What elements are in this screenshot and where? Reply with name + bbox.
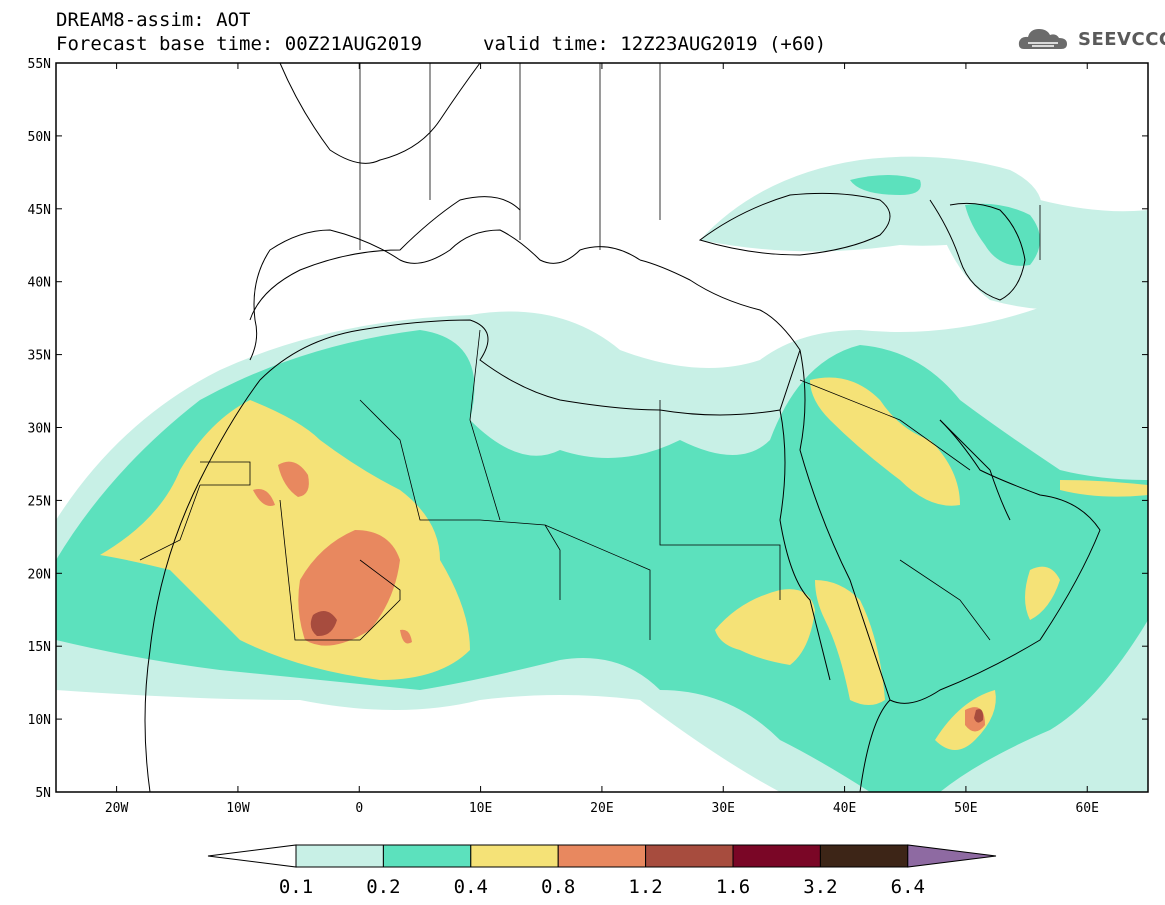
- lat-label: 45N: [28, 203, 51, 218]
- colorbar-label: 1.2: [628, 876, 662, 898]
- aot-field: [56, 156, 1148, 792]
- colorbar-label: 0.4: [454, 876, 488, 898]
- lon-label: 20W: [105, 801, 129, 816]
- colorbar-label: 3.2: [803, 876, 837, 898]
- lon-label: 0: [355, 801, 363, 816]
- longitude-labels: 20W 10W 0 10E 20E 30E 40E 50E 60E: [105, 63, 1099, 816]
- colorbar-segment: [819, 844, 909, 868]
- colorbar-label: 0.1: [279, 876, 313, 898]
- colorbar-label: 6.4: [891, 876, 925, 898]
- lon-label: 20E: [590, 801, 613, 816]
- lat-label: 10N: [28, 713, 51, 728]
- colorbar-label: 0.2: [366, 876, 400, 898]
- seevccc-logo: SEEVCCC: [1018, 22, 1165, 56]
- lat-label: 55N: [28, 57, 51, 72]
- colorbar-label: 1.6: [716, 876, 750, 898]
- lat-label: 25N: [28, 494, 51, 509]
- valid-time: valid time: 12Z23AUG2019 (+60): [483, 33, 827, 55]
- colorbar-segment: [470, 844, 559, 868]
- colorbar-segment: [557, 844, 647, 868]
- lon-label: 40E: [833, 801, 856, 816]
- lat-label: 5N: [35, 786, 51, 801]
- aot-colorbar: 0.1 0.2 0.4 0.8 1.2 1.6 3.2 6.4: [207, 844, 997, 898]
- lat-label: 50N: [28, 130, 51, 145]
- latitude-labels: 55N 50N 45N 40N 35N 30N 25N 20N 15N 10N 5N: [28, 57, 1148, 801]
- lon-label: 10E: [469, 801, 492, 816]
- colorbar-label: 0.8: [541, 876, 575, 898]
- colorbar-segment: [382, 844, 472, 868]
- country-borders: [139, 63, 1041, 641]
- cloud-icon: [1018, 29, 1067, 49]
- colorbar-max-arrow: [907, 844, 997, 868]
- logo-text: SEEVCCC: [1078, 28, 1165, 50]
- coastlines: [144, 63, 1101, 792]
- lat-label: 40N: [28, 276, 51, 291]
- lat-label: 30N: [28, 422, 51, 437]
- lon-label: 60E: [1075, 801, 1098, 816]
- colorbar-min-arrow: [207, 844, 297, 868]
- lon-label: 50E: [954, 801, 977, 816]
- lat-label: 20N: [28, 567, 51, 582]
- lon-label: 30E: [712, 801, 735, 816]
- colorbar-segment: [295, 844, 384, 868]
- forecast-base-time: Forecast base time: 00Z21AUG2019: [56, 33, 423, 55]
- lat-label: 35N: [28, 349, 51, 364]
- lat-label: 15N: [28, 640, 51, 655]
- lon-label: 10W: [226, 801, 250, 816]
- colorbar-segment: [732, 844, 821, 868]
- map-title: DREAM8-assim: AOT: [56, 9, 251, 31]
- colorbar-segment: [645, 844, 734, 868]
